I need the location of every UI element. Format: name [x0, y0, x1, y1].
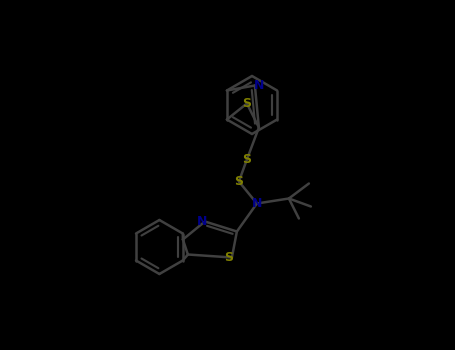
- Text: S: S: [224, 251, 233, 264]
- Text: S: S: [243, 97, 251, 110]
- Text: S: S: [234, 175, 243, 188]
- Text: N: N: [254, 79, 264, 92]
- Text: N: N: [197, 215, 207, 228]
- Text: N: N: [252, 197, 262, 210]
- Text: S: S: [243, 153, 251, 166]
